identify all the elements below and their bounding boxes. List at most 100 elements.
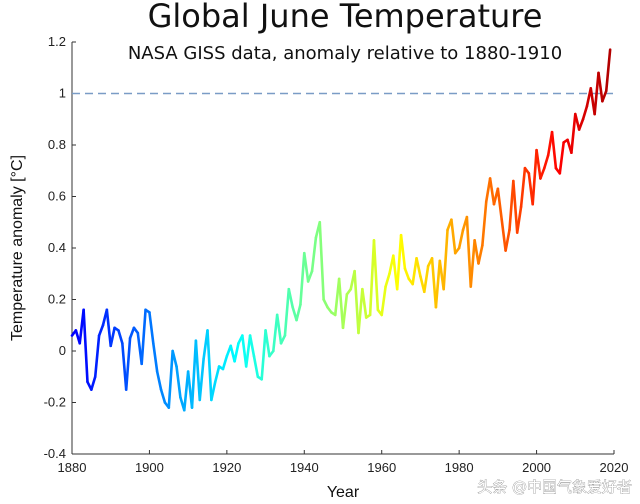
- series-line-segment: [279, 334, 287, 345]
- y-tick-label: 1: [59, 86, 66, 101]
- series-line-segment: [206, 329, 213, 402]
- series-line-segment: [465, 215, 473, 288]
- series-line-segment: [155, 370, 163, 391]
- series-line-segment: [488, 177, 496, 206]
- series-line-segment: [368, 238, 376, 317]
- series-line-segment: [109, 326, 116, 348]
- y-tick-label: 0.4: [48, 240, 66, 255]
- series-line-segment: [442, 228, 449, 291]
- x-tick-label: 2000: [522, 460, 551, 475]
- y-tick-label: -0.2: [44, 395, 66, 410]
- x-tick-label: 1940: [290, 460, 319, 475]
- y-axis-label: Temperature anomaly [°C]: [9, 155, 26, 341]
- series-line-segment: [159, 388, 167, 404]
- series-line-segment: [264, 329, 271, 358]
- series-line-segment: [450, 218, 457, 255]
- series-line-segment: [384, 272, 391, 288]
- series-line-segment: [430, 256, 438, 309]
- y-axis: -0.4 -0.2 0 0.2 0.4 0.6 0.8 1 1.2: [44, 34, 76, 461]
- x-axis-label: Year: [327, 484, 360, 501]
- temperature-series: [70, 48, 612, 412]
- series-line-segment: [310, 236, 318, 273]
- series-line-segment: [403, 267, 411, 281]
- series-line-segment: [105, 308, 113, 348]
- x-tick-label: 1980: [445, 460, 474, 475]
- series-line-segment: [539, 166, 546, 180]
- x-tick-label: 1920: [212, 460, 241, 475]
- y-tick-label: 0: [59, 343, 66, 358]
- series-line-segment: [604, 48, 612, 93]
- series-line-segment: [299, 251, 306, 306]
- series-line-segment: [543, 154, 550, 170]
- series-line-segment: [128, 326, 136, 340]
- series-line-segment: [469, 238, 476, 288]
- series-line-segment: [124, 336, 132, 391]
- series-line-segment: [535, 148, 542, 180]
- series-line-segment: [171, 349, 178, 368]
- series-line-segment: [194, 339, 202, 402]
- series-line-segment: [550, 130, 558, 170]
- series-line-segment: [295, 303, 302, 322]
- y-tick-label: 0.8: [48, 137, 66, 152]
- series-line-segment: [500, 218, 507, 252]
- series-line-segment: [318, 220, 325, 301]
- y-tick-label: 0.6: [48, 189, 66, 204]
- series-line-segment: [182, 370, 190, 412]
- series-line-segment: [415, 256, 422, 278]
- x-axis: 1880 1900 1920 1940 1960 1980 2000 2020: [58, 450, 628, 475]
- series-line-segment: [275, 313, 283, 345]
- series-line-segment: [233, 341, 240, 363]
- series-line-segment: [422, 264, 430, 294]
- y-tick-label: 0.2: [48, 292, 66, 307]
- series-line-segment: [593, 71, 600, 116]
- series-line-segment: [260, 329, 267, 381]
- series-line-segment: [148, 311, 155, 345]
- series-line-segment: [93, 334, 101, 379]
- series-line-segment: [221, 354, 229, 371]
- series-line-segment: [244, 334, 252, 368]
- x-tick-label: 1900: [135, 460, 164, 475]
- series-line-segment: [152, 341, 159, 373]
- series-line-segment: [167, 349, 174, 409]
- series-line-segment: [341, 293, 349, 330]
- series-line-segment: [481, 200, 488, 247]
- series-line-segment: [140, 308, 147, 366]
- series-line-segment: [573, 112, 581, 131]
- series-line-segment: [322, 298, 329, 309]
- series-line-segment: [82, 308, 89, 384]
- series-line-segment: [597, 71, 604, 103]
- series-line-segment: [473, 238, 480, 265]
- series-line-segment: [372, 238, 380, 312]
- series-line-segment: [399, 233, 407, 270]
- series-line-segment: [477, 244, 484, 265]
- series-line-segment: [175, 365, 182, 399]
- watermark-text: 头条 @中国气象爱好者: [477, 478, 632, 496]
- series-line-segment: [515, 205, 523, 234]
- chart-subtitle: NASA GISS data, anomaly relative to 1880…: [128, 43, 562, 64]
- series-line-segment: [353, 269, 360, 335]
- x-tick-label: 1880: [58, 460, 87, 475]
- series-line-segment: [395, 233, 403, 291]
- series-line-segment: [570, 112, 577, 155]
- series-line-segment: [190, 339, 198, 409]
- series-line-segment: [581, 105, 589, 121]
- series-line-segment: [504, 228, 511, 252]
- series-line-segment: [357, 287, 364, 335]
- series-line-segment: [380, 285, 387, 317]
- series-line-segment: [558, 141, 565, 175]
- series-line-segment: [531, 148, 538, 206]
- x-tick-label: 1960: [367, 460, 396, 475]
- y-tick-label: -0.4: [44, 446, 66, 461]
- series-line-segment: [252, 354, 260, 379]
- series-line-segment: [337, 277, 345, 330]
- series-line-segment: [411, 256, 418, 286]
- series-line-segment: [577, 117, 585, 131]
- series-line-segment: [361, 287, 368, 319]
- series-line-segment: [519, 166, 527, 209]
- series-line-segment: [601, 89, 608, 103]
- series-line-segment: [198, 357, 205, 402]
- chart-title: Global June Temperature: [148, 0, 543, 35]
- series-line-segment: [283, 287, 291, 337]
- series-line-segment: [248, 334, 256, 358]
